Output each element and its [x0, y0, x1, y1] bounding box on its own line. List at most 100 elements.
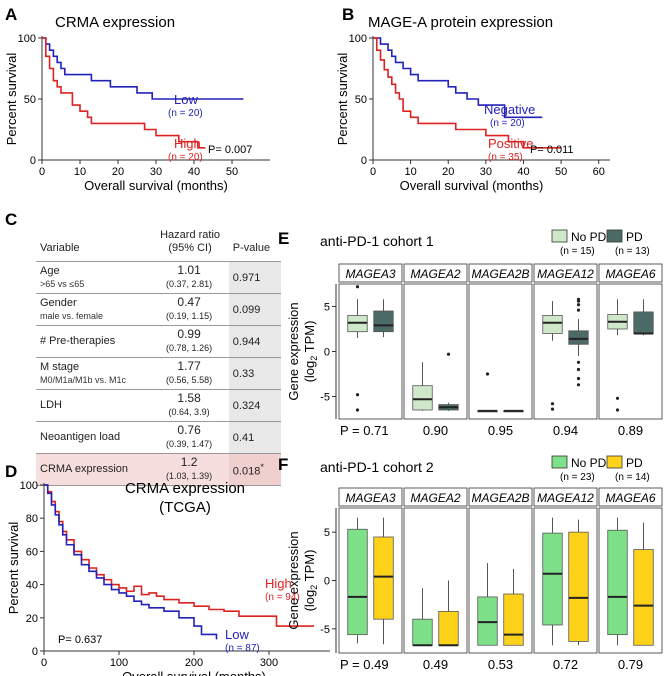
y-tick-label: 0 [32, 646, 38, 658]
facet-frame [468, 507, 533, 654]
gene-header-label: MAGEA2B [471, 491, 529, 505]
y-tick-label: 0 [324, 347, 330, 359]
y-tick-label: 0 [324, 576, 330, 588]
gene-p-value: 0.94 [553, 423, 578, 438]
gene-header-strip [403, 487, 468, 507]
y-label-subscript: 2 [309, 585, 319, 590]
gene-p-value: 0.53 [488, 657, 513, 672]
box-iqr [438, 611, 459, 646]
box-iqr [373, 536, 394, 620]
y-tick-label: 0 [30, 155, 36, 167]
gene-p-value: P = 0.71 [340, 423, 389, 438]
x-axis-label: Overall survival (months) [122, 669, 266, 676]
table-row: Neoantigen load 0.76 (0.39, 1.47) 0.41 [36, 421, 281, 454]
y-tick-label: 5 [324, 527, 330, 539]
outlier-point [615, 396, 620, 400]
confidence-interval: (0.56, 5.58) [166, 375, 213, 385]
gene-p-value: 0.72 [553, 657, 578, 672]
outlier-point [576, 376, 581, 381]
cell-variable: # Pre-therapies [36, 325, 150, 358]
outlier-point [576, 367, 581, 372]
gene-header-label: MAGEA12 [537, 267, 594, 281]
legend-swatch [551, 455, 568, 469]
panel-b-km-plot: B MAGE-A protein expression 0 50 100 0 10 20 30… [335, 5, 610, 193]
x-tick-label: 60 [593, 166, 605, 178]
cell-pvalue: 0.33 [228, 357, 281, 390]
table-header-hazard-ratio: Hazard ratio (95% CI) [149, 227, 228, 262]
p-value-label: P= 0.637 [58, 634, 102, 646]
cell-pvalue: 0.944 [228, 325, 281, 358]
variable-name: # Pre-therapies [40, 335, 116, 347]
facet-frame [468, 283, 533, 420]
box-iqr [542, 532, 563, 626]
x-tick-label: 40 [517, 166, 529, 178]
outlier-point [576, 383, 581, 387]
legend-label-low: Low [225, 627, 249, 642]
box-iqr [542, 315, 563, 334]
cell-pvalue: 0.971 [228, 261, 281, 294]
hazard-ratio-value: 1.58 [177, 391, 201, 405]
facet-frame [403, 283, 468, 420]
cell-variable: LDH [36, 389, 150, 422]
chart-subtitle: (TCGA) [159, 499, 211, 516]
facet-frame [338, 283, 403, 420]
x-tick-label: 20 [112, 166, 124, 178]
y-axis-label-line2: (log2 TPM) [302, 321, 319, 383]
legend-n-positive: (n = 35) [488, 152, 523, 163]
pvalue-text: 0.41 [232, 431, 255, 444]
legend-label-high: High [265, 576, 292, 591]
legend-label: No PD [571, 230, 607, 244]
cell-variable: M stage M0/M1a/M1b vs. M1c [36, 357, 150, 390]
chart-title: anti-PD-1 cohort 1 [320, 233, 434, 249]
hazard-ratio-value: 0.76 [177, 423, 201, 437]
chart-title: CRMA expression [125, 480, 245, 497]
survival-curve-high [44, 484, 314, 627]
x-tick-label: 20 [442, 166, 454, 178]
gene-header-strip [468, 487, 533, 507]
variable-name: Neoantigen load [40, 431, 121, 443]
pvalue-text: 0.944 [232, 335, 261, 348]
hazard-ratio-value: 1.01 [177, 263, 201, 277]
variable-name: M stage [40, 360, 80, 373]
cell-variable: Gender male vs. female [36, 293, 150, 326]
legend-swatch [551, 229, 568, 243]
chart-title: MAGE-A protein expression [368, 14, 553, 31]
x-tick-label: 300 [260, 657, 278, 669]
variable-name: Age [40, 264, 60, 277]
cell-variable: Neoantigen load [36, 421, 150, 454]
y-tick-label: 50 [24, 94, 36, 106]
gene-p-value: 0.89 [618, 423, 643, 438]
legend-label-high: High [174, 136, 201, 151]
legend-label: PD [626, 456, 643, 470]
gene-header-label: MAGEA2B [471, 267, 529, 281]
hr-header-line1: Hazard ratio [160, 229, 221, 241]
x-axis-label: Overall survival (months) [84, 178, 228, 193]
cell-pvalue: 0.324 [228, 389, 281, 422]
confidence-interval: (0.64, 3.9) [168, 407, 210, 417]
x-tick-label: 30 [150, 166, 162, 178]
table-header-pvalue: P-value [232, 242, 271, 254]
x-axis-label: Overall survival (months) [400, 178, 544, 193]
outlier-point [550, 402, 555, 406]
y-tick-label: 100 [349, 33, 367, 45]
panel-label-d: D [5, 462, 17, 481]
hazard-ratio-value: 1.2 [180, 455, 198, 469]
confidence-interval: (1.03, 1.39) [166, 471, 213, 481]
pvalue-text: 0.018 [232, 465, 261, 478]
x-tick-label: 50 [226, 166, 238, 178]
variable-name: CRMA expression [40, 463, 129, 475]
gene-header-strip [403, 263, 468, 283]
panel-f-boxplot: F anti-PD-1 cohort 2 No PD (n = 23) PD (n = … [278, 455, 663, 672]
legend-label: No PD [571, 456, 607, 470]
pvalue-text: 0.971 [232, 271, 261, 284]
x-tick-label: 0 [39, 166, 45, 178]
x-tick-label: 100 [110, 657, 128, 669]
box-iqr [347, 528, 368, 636]
pvalue-text: 0.324 [232, 399, 261, 412]
legend-swatch [606, 229, 623, 243]
survival-curve-low [42, 37, 244, 100]
hazard-ratio-value: 0.99 [177, 327, 201, 341]
legend-n: (n = 15) [560, 246, 595, 257]
survival-curve-negative [373, 37, 543, 119]
